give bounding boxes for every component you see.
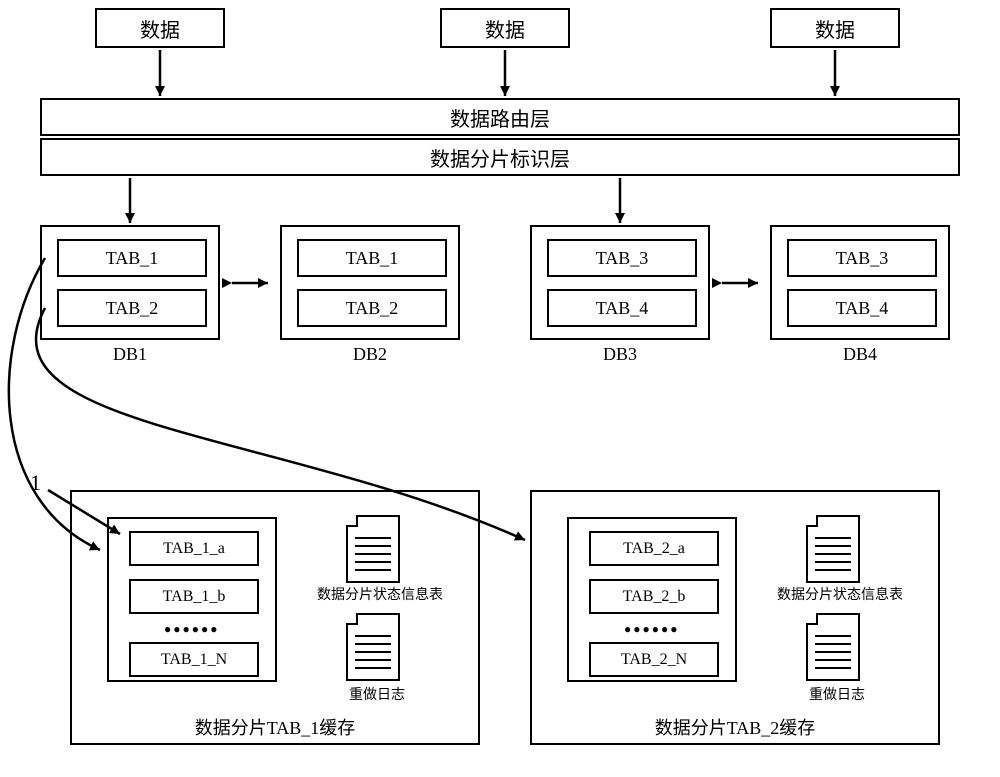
cache1-shard-n: TAB_1_N (129, 642, 259, 677)
cache1-shard-a: TAB_1_a (129, 531, 259, 566)
routing-layer: 数据路由层 (40, 98, 960, 136)
data-label: 数据 (815, 14, 855, 43)
cache2-shard-group: TAB_2_a TAB_2_b ●●●●●● TAB_2_N (567, 517, 737, 682)
shard-id-label: 数据分片标识层 (430, 143, 570, 172)
annotation-1: 1 (30, 470, 41, 496)
cache1-shard-b: TAB_1_b (129, 579, 259, 614)
cache2-title: 数据分片TAB_2缓存 (532, 714, 938, 740)
redo-log-label: 重做日志 (787, 684, 887, 704)
db1-table2: TAB_2 (57, 289, 207, 327)
cache2-container: TAB_2_a TAB_2_b ●●●●●● TAB_2_N 数据分片状态信息表… (530, 490, 940, 745)
db3-table2: TAB_4 (547, 289, 697, 327)
cache1-title: 数据分片TAB_1缓存 (72, 714, 478, 740)
db4-label: DB4 (770, 344, 950, 365)
redo-log-icon (797, 612, 867, 682)
info-table-icon (797, 514, 867, 584)
db2-container: TAB_1 TAB_2 (280, 225, 460, 340)
db3-table1: TAB_3 (547, 239, 697, 277)
cache2-shard-n: TAB_2_N (589, 642, 719, 677)
info-table-label: 数据分片状态信息表 (770, 584, 910, 604)
db4-container: TAB_3 TAB_4 (770, 225, 950, 340)
db3-container: TAB_3 TAB_4 (530, 225, 710, 340)
redo-log-label: 重做日志 (327, 684, 427, 704)
db2-table1: TAB_1 (297, 239, 447, 277)
info-table-icon (337, 514, 407, 584)
cache2-dots: ●●●●●● (624, 622, 680, 637)
routing-label: 数据路由层 (450, 103, 550, 132)
cache1-dots: ●●●●●● (164, 622, 220, 637)
db1-label: DB1 (40, 344, 220, 365)
cache2-shard-b: TAB_2_b (589, 579, 719, 614)
cache1-container: TAB_1_a TAB_1_b ●●●●●● TAB_1_N 数据分片状态信息表… (70, 490, 480, 745)
cache1-shard-group: TAB_1_a TAB_1_b ●●●●●● TAB_1_N (107, 517, 277, 682)
db4-table2: TAB_4 (787, 289, 937, 327)
data-label: 数据 (140, 14, 180, 43)
db2-table2: TAB_2 (297, 289, 447, 327)
db1-container: TAB_1 TAB_2 (40, 225, 220, 340)
info-table-label: 数据分片状态信息表 (310, 584, 450, 604)
db1-table1: TAB_1 (57, 239, 207, 277)
data-source-1: 数据 (95, 8, 225, 48)
shard-id-layer: 数据分片标识层 (40, 138, 960, 176)
redo-log-icon (337, 612, 407, 682)
cache2-shard-a: TAB_2_a (589, 531, 719, 566)
db2-label: DB2 (280, 344, 460, 365)
db4-table1: TAB_3 (787, 239, 937, 277)
data-label: 数据 (485, 14, 525, 43)
data-source-2: 数据 (440, 8, 570, 48)
db3-label: DB3 (530, 344, 710, 365)
data-source-3: 数据 (770, 8, 900, 48)
